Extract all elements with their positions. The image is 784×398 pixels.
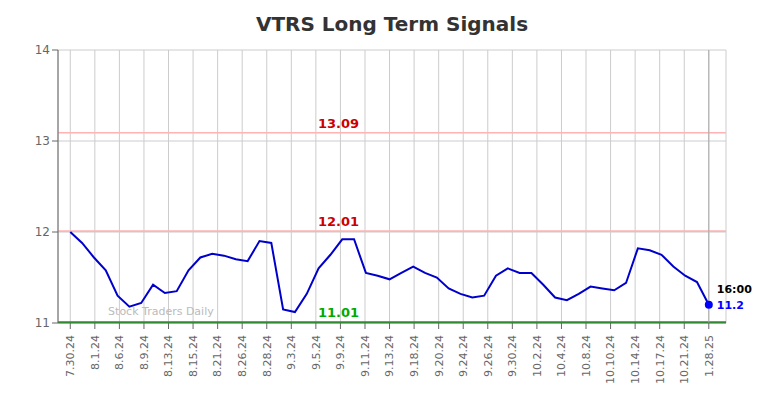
svg-text:1.28.25: 1.28.25 bbox=[703, 335, 716, 377]
svg-text:8.9.24: 8.9.24 bbox=[138, 335, 151, 370]
svg-text:9.3.24: 9.3.24 bbox=[285, 335, 298, 370]
svg-text:8.21.24: 8.21.24 bbox=[211, 335, 224, 377]
svg-text:10.2.24: 10.2.24 bbox=[531, 335, 544, 377]
svg-text:9.24.24: 9.24.24 bbox=[457, 335, 470, 377]
svg-text:10.10.24: 10.10.24 bbox=[604, 335, 617, 384]
svg-text:12: 12 bbox=[35, 225, 50, 239]
svg-text:10.4.24: 10.4.24 bbox=[555, 335, 568, 377]
svg-text:14: 14 bbox=[35, 43, 50, 57]
svg-text:8.28.24: 8.28.24 bbox=[261, 335, 274, 377]
svg-text:8.15.24: 8.15.24 bbox=[187, 335, 200, 377]
svg-text:11.2: 11.2 bbox=[717, 299, 744, 312]
svg-text:9.18.24: 9.18.24 bbox=[408, 335, 421, 377]
svg-text:9.5.24: 9.5.24 bbox=[310, 335, 323, 370]
html-text:VTRS Long Term Signals: VTRS Long Term Signals bbox=[255, 12, 529, 36]
svg-text:10.21.24: 10.21.24 bbox=[678, 335, 691, 384]
svg-text:11.01: 11.01 bbox=[318, 305, 359, 320]
svg-text:13: 13 bbox=[35, 134, 50, 148]
svg-text:12.01: 12.01 bbox=[318, 214, 359, 229]
svg-text:9.20.24: 9.20.24 bbox=[433, 335, 446, 377]
svg-text:9.26.24: 9.26.24 bbox=[482, 335, 495, 377]
svg-text:7.30.24: 7.30.24 bbox=[64, 335, 77, 377]
svg-text:10.14.24: 10.14.24 bbox=[629, 335, 642, 384]
svg-text:10.17.24: 10.17.24 bbox=[654, 335, 667, 384]
svg-text:11: 11 bbox=[35, 316, 50, 330]
svg-text:8.13.24: 8.13.24 bbox=[162, 335, 175, 377]
svg-text:8.6.24: 8.6.24 bbox=[113, 335, 126, 370]
svg-text:Stock Traders Daily: Stock Traders Daily bbox=[108, 305, 214, 318]
svg-text:8.26.24: 8.26.24 bbox=[236, 335, 249, 377]
svg-text:10.8.24: 10.8.24 bbox=[580, 335, 593, 377]
svg-text:8.1.24: 8.1.24 bbox=[89, 335, 102, 370]
svg-text:9.13.24: 9.13.24 bbox=[383, 335, 396, 377]
svg-text:9.9.24: 9.9.24 bbox=[334, 335, 347, 370]
svg-text:9.11.24: 9.11.24 bbox=[359, 335, 372, 377]
svg-text:9.30.24: 9.30.24 bbox=[506, 335, 519, 377]
svg-text:13.09: 13.09 bbox=[318, 116, 359, 131]
svg-text:16:00: 16:00 bbox=[717, 283, 752, 296]
